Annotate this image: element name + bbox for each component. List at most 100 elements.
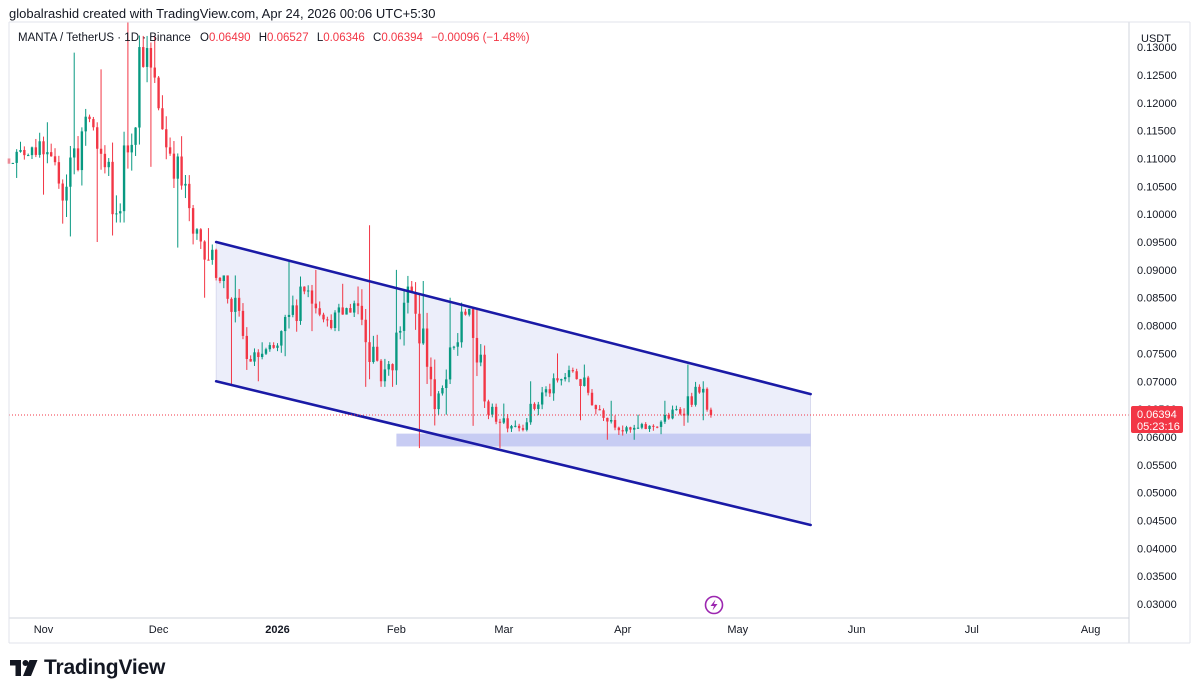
candle (226, 275, 229, 304)
candle (57, 155, 61, 189)
candle-body (172, 153, 176, 179)
candle (318, 301, 321, 317)
candle (195, 228, 199, 240)
time-tick-label: Mar (494, 624, 513, 636)
candle-body (698, 386, 701, 393)
candle-body (648, 425, 651, 430)
candle-body (705, 388, 709, 410)
time-tick-label: 2026 (265, 624, 289, 636)
candle (586, 375, 590, 396)
candle-body (218, 277, 222, 282)
candle (690, 392, 693, 408)
time-tick-label: Aug (1081, 624, 1101, 636)
candle (506, 414, 509, 433)
candle-body (283, 316, 287, 332)
price-tick-label: 0.08500 (1137, 293, 1177, 305)
candle (46, 122, 49, 164)
candle-body (180, 156, 183, 186)
candle (214, 248, 218, 281)
candle (548, 383, 552, 397)
open-label: O (200, 32, 209, 44)
candle-body (111, 161, 114, 215)
candle-body (280, 331, 283, 346)
candle (260, 342, 264, 360)
candle (360, 289, 364, 326)
candle-body (529, 403, 532, 423)
candle (487, 399, 490, 420)
candle (694, 381, 697, 407)
candle-body (376, 346, 379, 361)
candle-body (437, 393, 440, 410)
candle-body (241, 310, 245, 336)
candle (441, 385, 444, 396)
candle (50, 143, 53, 157)
channel-upper-line[interactable] (214, 240, 812, 396)
candle-body (168, 147, 172, 154)
candle (80, 127, 84, 186)
candle-body (702, 388, 705, 393)
price-scale-currency[interactable]: USDT (1141, 33, 1171, 45)
candle (249, 355, 252, 362)
candle-body (613, 420, 617, 428)
descending-channel-fill[interactable] (215, 241, 811, 526)
price-tick-label: 0.03000 (1137, 599, 1177, 611)
candle-body (272, 345, 275, 348)
candle (537, 401, 540, 416)
channel-lower-line[interactable] (214, 379, 812, 527)
candle-body (418, 313, 421, 344)
candle (42, 136, 45, 195)
candle-body (372, 346, 375, 362)
candle-body (115, 213, 118, 215)
candle (544, 386, 548, 397)
candle (425, 312, 429, 384)
candle (652, 424, 655, 431)
candle (111, 142, 114, 236)
time-tick-label: Apr (614, 624, 631, 636)
candle (333, 310, 337, 332)
candle-body (598, 409, 601, 411)
open-value: 0.06490 (209, 32, 251, 44)
candle (617, 426, 621, 435)
candle-body (195, 229, 199, 234)
candle (556, 353, 559, 383)
candle (222, 275, 225, 289)
candle-current (709, 407, 713, 418)
candle (211, 244, 214, 265)
candle (429, 357, 433, 397)
event-bolt-glyph (710, 599, 718, 611)
candle (498, 418, 502, 449)
tradingview-branding[interactable]: TradingView (10, 656, 165, 680)
symbol-legend[interactable]: MANTA / TetherUS · 1D · Binance O0.06490… (18, 32, 530, 44)
candle (15, 149, 18, 178)
candle (471, 308, 475, 426)
candle-body (30, 147, 34, 156)
candle (291, 295, 295, 318)
candle-body (211, 249, 214, 260)
candle (176, 153, 179, 248)
candle (191, 204, 195, 245)
candle-body (84, 116, 87, 132)
candle-body (659, 421, 663, 427)
candle (705, 387, 709, 412)
candle-body (586, 377, 590, 393)
candle (306, 285, 310, 298)
candle-body (142, 47, 145, 67)
candle (475, 308, 479, 377)
candle (310, 284, 314, 332)
candle-body (494, 406, 498, 422)
candle (280, 330, 283, 353)
candle-body (487, 401, 490, 415)
low-label: L (317, 32, 324, 44)
event-marker[interactable] (704, 595, 724, 615)
candle-body (575, 371, 578, 380)
candle (391, 363, 394, 387)
candle-body (96, 127, 99, 149)
candle (418, 294, 421, 449)
candle (679, 407, 682, 416)
candle-body (429, 366, 433, 380)
candle (257, 349, 260, 382)
candle (468, 308, 471, 317)
candle-body (345, 308, 348, 315)
candle (61, 179, 64, 224)
